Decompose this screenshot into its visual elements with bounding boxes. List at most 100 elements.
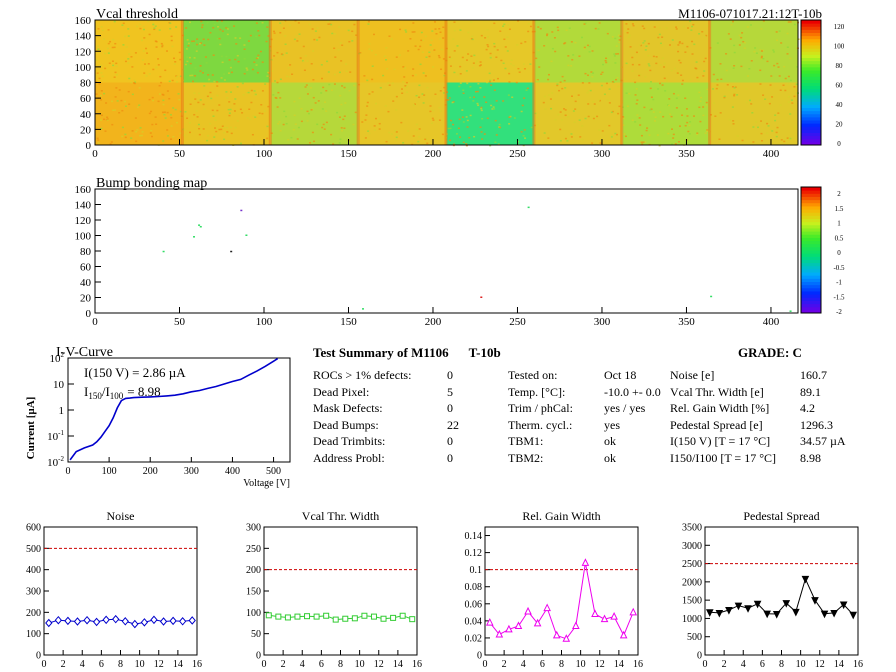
pixel — [205, 62, 208, 64]
pixel — [465, 59, 468, 61]
colorbar-band — [801, 199, 821, 204]
pixel — [95, 80, 98, 83]
pixel — [146, 52, 149, 54]
pixel — [279, 31, 282, 34]
pixel — [614, 37, 617, 40]
chart-title: Vcal threshold — [96, 7, 178, 22]
pixel — [403, 67, 406, 69]
colorbar-band — [801, 48, 821, 52]
y-tick-label: 0.04 — [465, 616, 483, 627]
summary-label: I(150 V) [T = 17 °C] — [670, 434, 771, 448]
pixel — [583, 23, 586, 25]
pixel — [702, 75, 705, 77]
pixel — [723, 95, 726, 98]
module-id: M1106-071017.21:12T-10b — [678, 6, 822, 21]
pixel — [197, 101, 200, 104]
x-tick-label: 12 — [154, 659, 164, 670]
y-tick-label: 0 — [477, 651, 482, 662]
pixel — [453, 71, 456, 74]
pixel — [309, 86, 312, 89]
pixel — [483, 96, 486, 98]
colorbar-tick-label: 1.5 — [835, 205, 844, 213]
x-tick-label: 14 — [393, 659, 403, 670]
pixel — [164, 69, 167, 72]
pixel — [370, 49, 373, 52]
pixel — [110, 141, 113, 143]
pixel — [635, 88, 638, 90]
pixel — [608, 102, 611, 104]
pixel — [316, 27, 319, 29]
pixel — [629, 46, 632, 48]
pixel — [550, 107, 553, 110]
pixel — [706, 25, 709, 27]
pixel — [779, 89, 782, 91]
summary-label: Tested on: — [508, 368, 558, 382]
colorbar-tick-label: 0 — [837, 249, 841, 257]
pixel — [468, 136, 471, 139]
pixel — [601, 71, 604, 74]
pixel — [136, 25, 139, 28]
colorbar-band — [801, 54, 821, 58]
pixel — [723, 96, 726, 99]
data-point — [370, 613, 377, 620]
pixel — [172, 107, 175, 109]
pixel — [280, 53, 283, 55]
pixel — [564, 137, 567, 140]
pixel — [676, 72, 679, 74]
pixel — [522, 63, 525, 65]
data-point — [294, 613, 301, 620]
pixel — [98, 77, 101, 80]
pixel — [600, 73, 603, 75]
pixel — [195, 110, 198, 112]
pixel — [770, 75, 773, 77]
data-point — [399, 612, 406, 619]
summary-value: 8.98 — [800, 450, 821, 465]
y-tick-label: 0.08 — [465, 582, 483, 593]
pixel — [317, 100, 320, 102]
pixel — [469, 114, 472, 117]
colorbar-band — [801, 141, 821, 146]
pixel — [469, 86, 472, 88]
pixel — [157, 58, 160, 60]
pixel — [490, 84, 493, 86]
pixel — [241, 82, 244, 85]
pixel — [448, 97, 451, 99]
pixel — [218, 37, 221, 40]
pixel — [111, 60, 114, 62]
y-tick-label: 500 — [687, 632, 702, 643]
pixel — [308, 23, 311, 26]
pixel — [99, 94, 102, 97]
pixel — [422, 39, 425, 41]
pixel — [642, 42, 645, 44]
data-point — [763, 610, 771, 619]
dead-bump — [240, 209, 243, 212]
pixel — [300, 120, 303, 123]
pixel — [114, 71, 117, 74]
pixel — [678, 59, 681, 62]
pixel — [112, 38, 115, 41]
colorbar-band — [801, 20, 821, 24]
roc-edge — [708, 20, 712, 145]
pixel — [507, 94, 510, 96]
pixel — [751, 112, 754, 114]
pixel — [431, 48, 434, 50]
colorbar-tick-label: 1 — [837, 220, 841, 228]
pixel — [336, 111, 339, 114]
pixel — [171, 79, 174, 82]
x-tick-label: 2 — [61, 659, 66, 670]
pixel — [546, 33, 549, 35]
colorbar-band — [801, 76, 821, 80]
pixel — [638, 117, 641, 119]
pixel — [429, 105, 432, 107]
pixel — [124, 133, 127, 136]
pixel — [547, 73, 550, 76]
pixel — [706, 88, 709, 91]
pixel — [583, 47, 586, 50]
colorbar-band — [801, 138, 821, 143]
pixel — [634, 81, 637, 84]
pixel — [197, 123, 200, 126]
pixel — [154, 116, 157, 118]
pixel — [162, 94, 165, 96]
pixel — [592, 117, 595, 120]
pixel — [430, 39, 433, 41]
